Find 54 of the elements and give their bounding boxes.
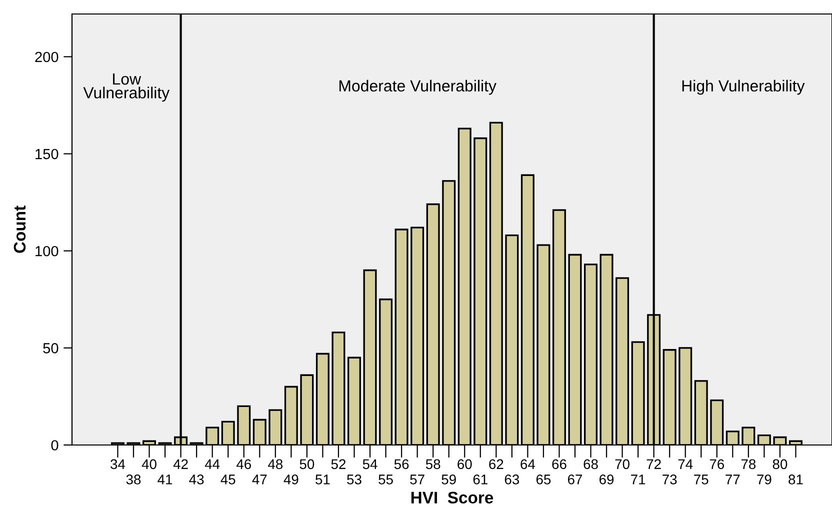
x-tick-label: 74 <box>678 459 693 469</box>
x-tick-label: 62 <box>489 459 504 470</box>
x-tick-label: 76 <box>710 459 724 470</box>
x-tick-label: 77 <box>726 474 740 484</box>
y-axis-title: Count <box>14 206 26 253</box>
x-tick-label: 81 <box>788 474 803 484</box>
annotation: High Vulnerability <box>682 80 805 95</box>
x-tick-label: 80 <box>772 459 788 470</box>
annotation: Moderate Vulnerability <box>339 80 496 95</box>
x-tick-label: 51 <box>316 474 330 484</box>
x-tick-label: 69 <box>600 474 614 484</box>
x-tick-label: 42 <box>173 459 188 469</box>
y-tick-label: 50 <box>43 343 58 354</box>
x-tick-label: 67 <box>568 474 582 484</box>
x-tick-label: 59 <box>442 474 456 484</box>
x-tick-label: 63 <box>504 474 520 484</box>
x-tick-label: 38 <box>126 474 141 484</box>
y-tick-label: 200 <box>35 52 58 62</box>
x-tick-label: 66 <box>552 459 566 470</box>
x-tick-label: 48 <box>268 459 283 470</box>
x-tick-label: 47 <box>252 474 267 484</box>
y-tick-label: 150 <box>36 148 58 160</box>
x-tick-label: 45 <box>220 474 236 484</box>
x-tick-label: 53 <box>347 474 362 484</box>
x-tick-label: 68 <box>584 459 598 470</box>
x-tick-label: 78 <box>741 459 756 470</box>
x-tick-label: 44 <box>204 459 220 469</box>
x-tick-label: 40 <box>142 459 156 470</box>
x-tick-label: 49 <box>284 474 298 484</box>
x-tick-label: 46 <box>236 459 251 470</box>
x-tick-label: 71 <box>631 474 646 484</box>
x-tick-label: 65 <box>536 474 551 484</box>
x-tick-label: 34 <box>110 459 126 470</box>
x-tick-label: 79 <box>757 474 772 484</box>
x-tick-label: 54 <box>362 459 378 470</box>
x-tick-label: 64 <box>520 459 536 470</box>
y-tick-label: 0 <box>51 440 58 450</box>
x-tick-label: 58 <box>426 459 440 470</box>
x-axis-title: HVI Score <box>411 492 494 504</box>
x-tick-label: 57 <box>410 474 424 484</box>
x-tick-label: 43 <box>189 474 204 484</box>
y-tick-label: 100 <box>36 246 58 256</box>
annotation: Low Vulnerability <box>83 74 170 102</box>
x-tick-label: 61 <box>473 474 488 484</box>
x-tick-label: 70 <box>615 459 630 470</box>
x-tick-label: 75 <box>694 474 708 484</box>
x-tick-label: 52 <box>331 459 346 470</box>
x-tick-label: 55 <box>378 474 393 484</box>
x-tick-label: 72 <box>646 459 661 469</box>
x-tick-label: 41 <box>158 474 172 484</box>
x-tick-label: 50 <box>300 459 314 470</box>
x-tick-label: 60 <box>458 459 472 470</box>
x-tick-label: 56 <box>394 459 409 470</box>
x-tick-label: 73 <box>662 474 677 484</box>
